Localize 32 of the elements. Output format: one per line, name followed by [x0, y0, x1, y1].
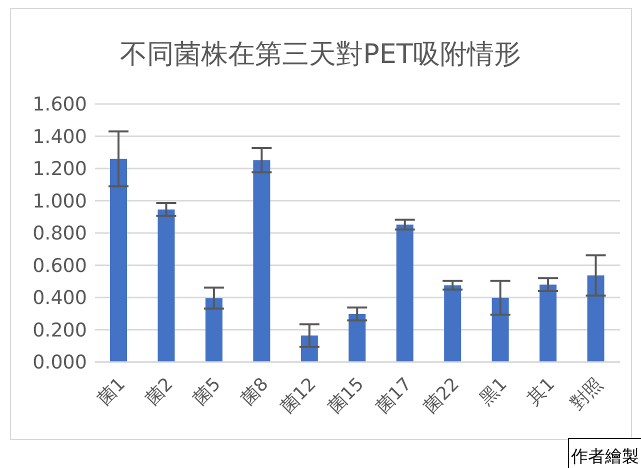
- bar: [253, 160, 270, 362]
- x-tick-label: 菌17: [372, 374, 416, 418]
- y-tick-label: 1.200: [32, 158, 87, 180]
- x-tick-label: 黑1: [476, 374, 512, 410]
- chart-title: 不同菌株在第三天對PET吸附情形: [119, 38, 522, 72]
- y-tick-label: 0.600: [32, 254, 87, 277]
- y-tick-label: 0.800: [32, 222, 87, 245]
- y-tick-label: 0.400: [32, 287, 87, 310]
- x-tick-label: 菌2: [142, 374, 178, 410]
- y-tick-label: 0.200: [32, 319, 87, 342]
- bar: [444, 285, 462, 362]
- bar: [540, 284, 557, 362]
- bar: [348, 314, 366, 362]
- bar: [492, 298, 509, 362]
- y-tick-label: 0.000: [32, 352, 87, 374]
- bar: [110, 158, 127, 362]
- x-tick-label: 其1: [523, 374, 560, 410]
- x-tick-label: 菌5: [189, 374, 225, 410]
- bar: [396, 224, 414, 362]
- x-tick-label: 菌15: [324, 374, 368, 418]
- x-tick-label: 菌1: [94, 374, 130, 410]
- x-tick-label: 菌22: [420, 374, 464, 418]
- bar: [587, 275, 604, 362]
- x-tick-label: 對照: [566, 374, 607, 414]
- y-tick-label: 1.400: [32, 126, 87, 148]
- bar: [158, 209, 175, 362]
- bar: [205, 298, 222, 362]
- y-tick-label: 1.000: [32, 190, 87, 212]
- y-tick-label: 1.600: [32, 94, 87, 116]
- text: 作者繪製: [568, 438, 641, 468]
- x-tick-label: 菌12: [276, 374, 320, 418]
- x-tick-label: 菌8: [236, 374, 273, 410]
